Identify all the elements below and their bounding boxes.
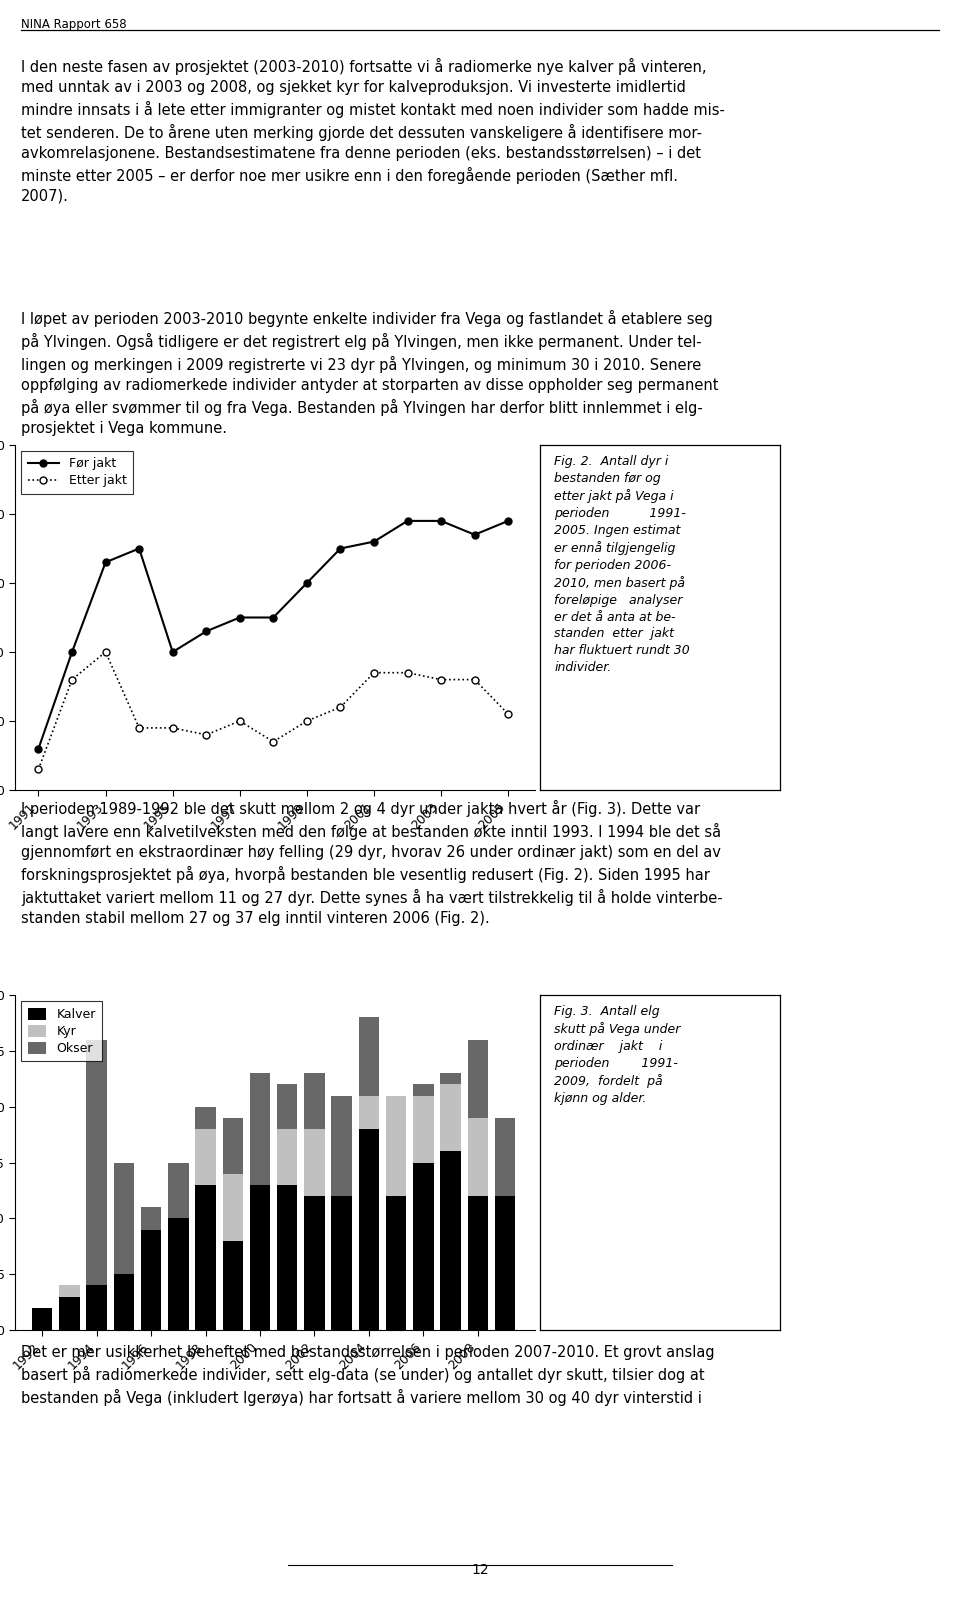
Etter jakt — [133, 719, 145, 738]
Etter jakt — [435, 671, 446, 690]
Bar — [359, 1017, 379, 1096]
Bar — [223, 1118, 243, 1174]
Bar — [250, 1185, 270, 1330]
Etter jakt — [33, 760, 44, 779]
Etter jakt — [301, 711, 313, 730]
Bar — [113, 1163, 134, 1274]
Bar — [331, 1196, 352, 1330]
Text: Fig. 3.  Antall elg
skutt på Vega under
ordinær    jakt    i
perioden        199: Fig. 3. Antall elg skutt på Vega under o… — [555, 1005, 681, 1105]
Text: NINA Rapport 658: NINA Rapport 658 — [21, 18, 127, 30]
Bar — [113, 1274, 134, 1330]
Før jakt — [201, 621, 212, 640]
Bar — [468, 1040, 488, 1118]
Før jakt — [401, 511, 413, 530]
Før jakt — [133, 538, 145, 557]
Text: Det er mer usikkerhet beheftet med bestandsstørrelsen i perioden 2007-2010. Et g: Det er mer usikkerhet beheftet med besta… — [21, 1345, 715, 1405]
Bar — [168, 1219, 188, 1330]
Før jakt — [369, 532, 380, 551]
Bar — [413, 1096, 434, 1163]
Bar — [32, 1308, 53, 1330]
Etter jakt — [167, 719, 179, 738]
Bar — [196, 1107, 216, 1129]
Etter jakt — [100, 642, 111, 661]
Text: I perioden 1989-1992 ble det skutt mellom 2 og 4 dyr under jakta hvert år (Fig. : I perioden 1989-1992 ble det skutt mello… — [21, 800, 723, 926]
Etter jakt — [369, 663, 380, 682]
Bar — [413, 1163, 434, 1330]
Legend: Før jakt, Etter jakt: Før jakt, Etter jakt — [21, 452, 132, 493]
Etter jakt — [468, 671, 480, 690]
Bar — [441, 1073, 461, 1084]
Før jakt — [502, 511, 514, 530]
Text: I løpet av perioden 2003-2010 begynte enkelte individer fra Vega og fastlandet å: I løpet av perioden 2003-2010 begynte en… — [21, 310, 719, 436]
Bar — [468, 1118, 488, 1196]
Bar — [60, 1286, 80, 1297]
Før jakt — [301, 573, 313, 592]
Bar — [304, 1073, 324, 1129]
Bar — [494, 1196, 516, 1330]
Før jakt — [66, 642, 78, 661]
Før jakt — [435, 511, 446, 530]
Bar — [359, 1096, 379, 1129]
Bar — [386, 1196, 406, 1330]
Bar — [196, 1129, 216, 1185]
Bar — [468, 1196, 488, 1330]
Bar — [223, 1174, 243, 1241]
Bar — [331, 1096, 352, 1196]
Bar — [441, 1151, 461, 1330]
Etter jakt — [335, 698, 347, 717]
Text: I den neste fasen av prosjektet (2003-2010) fortsatte vi å radiomerke nye kalver: I den neste fasen av prosjektet (2003-20… — [21, 57, 725, 204]
Bar — [304, 1196, 324, 1330]
Etter jakt — [201, 725, 212, 744]
Text: Fig. 2.  Antall dyr i
bestanden før og
etter jakt på Vega i
perioden          19: Fig. 2. Antall dyr i bestanden før og et… — [555, 455, 690, 674]
Etter jakt — [401, 663, 413, 682]
Bar — [277, 1129, 298, 1185]
Legend: Kalver, Kyr, Okser: Kalver, Kyr, Okser — [21, 1001, 102, 1060]
Bar — [196, 1185, 216, 1330]
Bar — [250, 1073, 270, 1185]
Etter jakt — [66, 671, 78, 690]
Bar — [277, 1185, 298, 1330]
Bar — [413, 1084, 434, 1096]
Etter jakt — [234, 711, 246, 730]
Etter jakt — [502, 704, 514, 723]
Text: 12: 12 — [471, 1563, 489, 1576]
Bar — [86, 1040, 107, 1286]
Før jakt — [234, 608, 246, 628]
Før jakt — [468, 525, 480, 545]
Line: Før jakt: Før jakt — [35, 517, 512, 752]
Bar — [386, 1096, 406, 1196]
Før jakt — [268, 608, 279, 628]
Line: Etter jakt: Etter jakt — [35, 648, 512, 773]
Før jakt — [100, 553, 111, 572]
Bar — [168, 1163, 188, 1219]
Etter jakt — [268, 731, 279, 751]
Bar — [441, 1084, 461, 1151]
Før jakt — [33, 739, 44, 759]
Bar — [86, 1286, 107, 1330]
Før jakt — [167, 642, 179, 661]
Bar — [141, 1207, 161, 1230]
Bar — [359, 1129, 379, 1330]
Bar — [141, 1230, 161, 1330]
Bar — [60, 1297, 80, 1330]
Bar — [223, 1241, 243, 1330]
Bar — [277, 1084, 298, 1129]
Før jakt — [335, 538, 347, 557]
Bar — [494, 1118, 516, 1196]
Bar — [304, 1129, 324, 1196]
